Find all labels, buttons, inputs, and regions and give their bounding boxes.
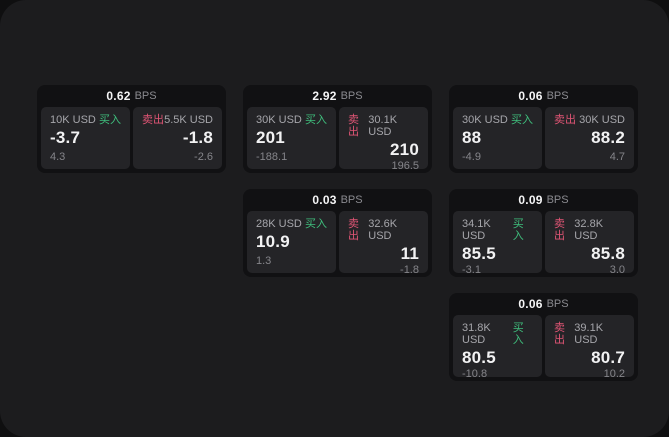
buy-quote-panel[interactable]: 30K USD 买入 88 -4.9 bbox=[453, 107, 542, 169]
sell-delta: -2.6 bbox=[194, 151, 213, 163]
buy-side-label: 买入 bbox=[99, 114, 121, 126]
sell-price: 210 bbox=[390, 140, 419, 159]
spread-header: 0.09 BPS bbox=[453, 189, 634, 211]
buy-quote-panel[interactable]: 28K USD 买入 10.9 1.3 bbox=[247, 211, 336, 273]
quote-card: 0.09 BPS 34.1K USD 买入 85.5 -3.1 卖出 32.8K… bbox=[449, 189, 638, 277]
quote-panels: 28K USD 买入 10.9 1.3 卖出 32.6K USD 11 -1.8 bbox=[247, 211, 428, 276]
sell-delta: -1.8 bbox=[400, 264, 419, 276]
sell-quote-panel[interactable]: 卖出 30K USD 88.2 4.7 bbox=[545, 107, 634, 169]
quote-card: 0.06 BPS 30K USD 买入 88 -4.9 卖出 30K USD bbox=[449, 85, 638, 173]
spread-unit: BPS bbox=[546, 194, 569, 206]
sell-size: 32.6K USD bbox=[368, 218, 398, 242]
spread-unit: BPS bbox=[546, 90, 569, 102]
sell-price: 11 bbox=[400, 244, 419, 263]
sell-side-label: 卖出 bbox=[554, 114, 576, 126]
quote-card: 0.06 BPS 31.8K USD 买入 80.5 -10.8 卖出 39.1… bbox=[449, 293, 638, 381]
sell-size: 39.1K USD bbox=[574, 322, 604, 346]
buy-quote-panel[interactable]: 31.8K USD 买入 80.5 -10.8 bbox=[453, 315, 542, 380]
spread-value: 0.06 bbox=[518, 89, 543, 103]
quote-panels: 30K USD 买入 201 -188.1 卖出 30.1K USD 210 1… bbox=[247, 107, 428, 172]
buy-delta: -188.1 bbox=[256, 151, 288, 163]
spread-unit: BPS bbox=[340, 194, 363, 206]
quote-panels: 31.8K USD 买入 80.5 -10.8 卖出 39.1K USD 80.… bbox=[453, 315, 634, 380]
buy-delta: 4.3 bbox=[50, 151, 66, 163]
sell-price: -1.8 bbox=[182, 128, 213, 147]
sell-quote-panel[interactable]: 卖出 39.1K USD 80.7 10.2 bbox=[545, 315, 634, 380]
buy-price: -3.7 bbox=[50, 128, 81, 147]
buy-price: 201 bbox=[256, 128, 285, 147]
buy-price: 85.5 bbox=[462, 244, 496, 263]
spread-unit: BPS bbox=[134, 90, 157, 102]
sell-side-label: 卖出 bbox=[142, 114, 164, 126]
buy-price: 80.5 bbox=[462, 348, 496, 367]
sell-side-label: 卖出 bbox=[554, 322, 565, 346]
buy-side-label: 买入 bbox=[512, 218, 524, 242]
quote-card: 0.03 BPS 28K USD 买入 10.9 1.3 卖出 32.6K US… bbox=[243, 189, 432, 277]
sell-quote-panel[interactable]: 卖出 30.1K USD 210 196.5 bbox=[339, 107, 428, 172]
buy-side-label: 买入 bbox=[511, 114, 533, 126]
quote-card: 0.62 BPS 10K USD 买入 -3.7 4.3 卖出 5.5K USD bbox=[37, 85, 226, 173]
buy-delta: -3.1 bbox=[462, 264, 481, 276]
buy-delta: 1.3 bbox=[256, 255, 272, 267]
quote-card: 2.92 BPS 30K USD 买入 201 -188.1 卖出 30.1K … bbox=[243, 85, 432, 173]
spread-value: 0.06 bbox=[518, 297, 543, 311]
sell-size: 5.5K USD bbox=[164, 114, 213, 126]
quote-cards-grid: 0.62 BPS 10K USD 买入 -3.7 4.3 卖出 5.5K USD bbox=[37, 85, 638, 381]
sell-delta: 10.2 bbox=[603, 368, 625, 380]
sell-price: 88.2 bbox=[591, 128, 625, 147]
buy-side-label: 买入 bbox=[305, 218, 327, 230]
buy-size: 28K USD bbox=[256, 218, 302, 230]
sell-delta: 196.5 bbox=[391, 160, 419, 172]
buy-quote-panel[interactable]: 34.1K USD 买入 85.5 -3.1 bbox=[453, 211, 542, 276]
sell-size: 30K USD bbox=[579, 114, 625, 126]
sell-side-label: 卖出 bbox=[348, 114, 359, 138]
sell-price: 80.7 bbox=[591, 348, 625, 367]
quote-panels: 34.1K USD 买入 85.5 -3.1 卖出 32.8K USD 85.8… bbox=[453, 211, 634, 276]
spread-value: 0.03 bbox=[312, 193, 337, 207]
buy-side-label: 买入 bbox=[305, 114, 327, 126]
sell-size: 30.1K USD bbox=[368, 114, 398, 138]
buy-size: 34.1K USD bbox=[462, 218, 491, 242]
spread-value: 0.62 bbox=[106, 89, 131, 103]
buy-delta: -4.9 bbox=[462, 151, 481, 163]
spread-header: 0.03 BPS bbox=[247, 189, 428, 211]
buy-price: 10.9 bbox=[256, 232, 290, 251]
buy-size: 30K USD bbox=[462, 114, 508, 126]
buy-delta: -10.8 bbox=[462, 368, 488, 380]
sell-side-label: 卖出 bbox=[348, 218, 359, 242]
spread-value: 0.09 bbox=[518, 193, 543, 207]
buy-side-label: 买入 bbox=[512, 322, 524, 346]
sell-quote-panel[interactable]: 卖出 5.5K USD -1.8 -2.6 bbox=[133, 107, 222, 169]
buy-size: 31.8K USD bbox=[462, 322, 491, 346]
sell-size: 32.8K USD bbox=[574, 218, 604, 242]
buy-price: 88 bbox=[462, 128, 482, 147]
spread-value: 2.92 bbox=[312, 89, 337, 103]
sell-delta: 3.0 bbox=[609, 264, 625, 276]
spread-header: 0.62 BPS bbox=[41, 85, 222, 107]
sell-quote-panel[interactable]: 卖出 32.6K USD 11 -1.8 bbox=[339, 211, 428, 276]
spread-header: 0.06 BPS bbox=[453, 293, 634, 315]
spread-unit: BPS bbox=[546, 298, 569, 310]
buy-size: 30K USD bbox=[256, 114, 302, 126]
buy-quote-panel[interactable]: 10K USD 买入 -3.7 4.3 bbox=[41, 107, 130, 169]
spread-header: 2.92 BPS bbox=[247, 85, 428, 107]
buy-quote-panel[interactable]: 30K USD 买入 201 -188.1 bbox=[247, 107, 336, 169]
sell-price: 85.8 bbox=[591, 244, 625, 263]
spread-unit: BPS bbox=[340, 90, 363, 102]
quote-panels: 10K USD 买入 -3.7 4.3 卖出 5.5K USD -1.8 -2.… bbox=[41, 107, 222, 169]
buy-size: 10K USD bbox=[50, 114, 96, 126]
sell-quote-panel[interactable]: 卖出 32.8K USD 85.8 3.0 bbox=[545, 211, 634, 276]
spread-header: 0.06 BPS bbox=[453, 85, 634, 107]
sell-delta: 4.7 bbox=[609, 151, 625, 163]
sell-side-label: 卖出 bbox=[554, 218, 565, 242]
quote-panels: 30K USD 买入 88 -4.9 卖出 30K USD 88.2 4.7 bbox=[453, 107, 634, 169]
